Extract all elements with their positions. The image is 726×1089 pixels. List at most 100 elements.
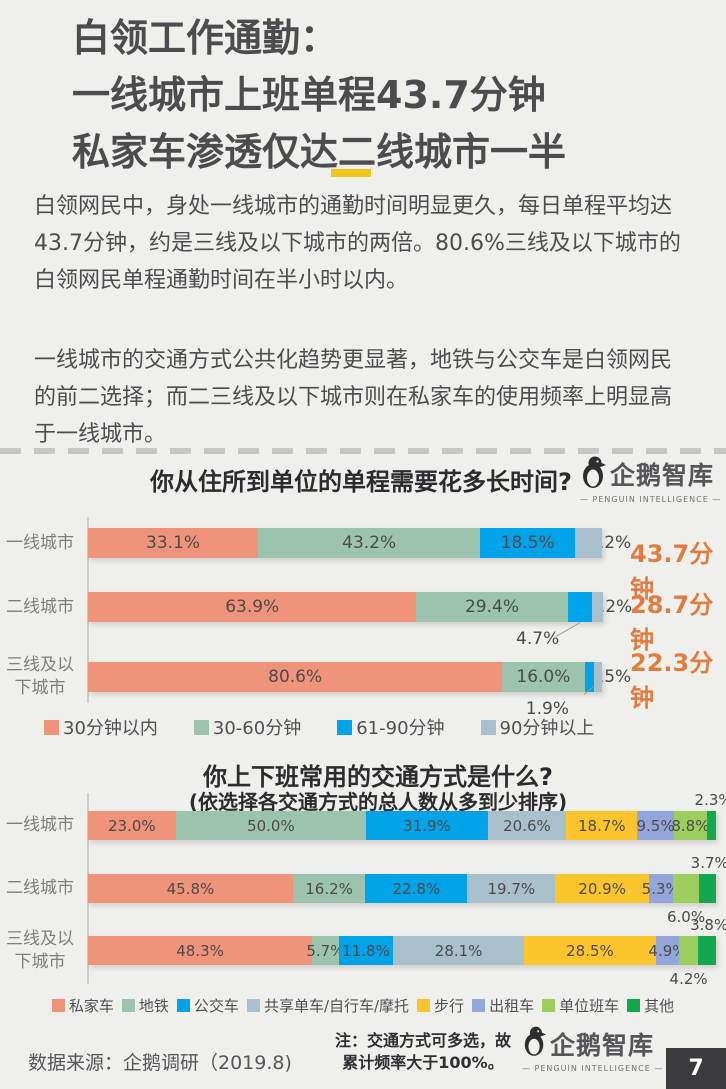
- legend-item: 出租车: [472, 995, 534, 1016]
- bar-row-label: 二线城市: [6, 596, 74, 617]
- legend-swatch: [193, 719, 209, 735]
- multi-select-note: 注：交通方式可多选，故 累计频率大于100%。: [334, 1031, 511, 1072]
- callout-line-4-7: [555, 622, 581, 637]
- stacked-bar: 48.3% 5.7% 11.8% 28.1% 28.5% 4.9%: [88, 936, 716, 965]
- bar-segment-labeled: 45.8%: [88, 874, 293, 903]
- legend-label: 90分钟以上: [499, 718, 595, 739]
- bar-segment-labeled: 22.8%: [365, 874, 468, 903]
- bar-segment: [584, 662, 595, 692]
- bar-row: 一线城市 5.2% 33.1% 43.2% 18.5%: [0, 528, 726, 558]
- stacked-bar: 33.1% 43.2% 18.5%: [88, 528, 602, 558]
- bar-row-label: 三线及以下城市: [6, 928, 74, 972]
- legend-label: 公交车: [193, 997, 239, 1015]
- intro-paragraph-2: 一线城市的交通方式公共化趋势更显著，地铁与公交车是白领网民 的前二选择；而二三线…: [34, 348, 673, 447]
- legend-swatch: [44, 719, 59, 735]
- title-accent-underline: [331, 169, 371, 177]
- stacked-bar: 45.8% 16.2% 22.8% 19.7% 20.9% 5.3%: [88, 874, 716, 903]
- legend-label: 出租车: [489, 997, 535, 1015]
- bar-row-label: 二线城市: [6, 878, 74, 898]
- bar-segment: [594, 662, 602, 692]
- bar-segment-labeled: 4.9%: [648, 936, 687, 965]
- legend-label: 步行: [434, 997, 465, 1015]
- bar-segment-labeled: 48.3%: [88, 936, 313, 965]
- bar-segment: [707, 811, 716, 840]
- bar-segment-labeled: 20.6%: [487, 811, 567, 840]
- penguin-intelligence-logo-footer: 企鹅智库 — PENGUIN INTELLIGENCE —: [522, 1026, 672, 1073]
- brand-subtitle: — PENGUIN INTELLIGENCE —: [580, 495, 722, 504]
- legend-label: 地铁: [138, 997, 169, 1015]
- bar-segment-labeled: 43.2%: [258, 528, 481, 558]
- legend-label: 61-90分钟: [356, 718, 445, 739]
- legend-item: 30分钟以内: [44, 714, 158, 740]
- bar-segment-labeled: 29.4%: [416, 592, 568, 622]
- bar-segment-labeled: 33.1%: [88, 528, 259, 558]
- page-number-badge: 7: [666, 1048, 726, 1089]
- bar-segment-labeled: 18.5%: [480, 528, 576, 558]
- bar-segment-labeled: 23.0%: [88, 811, 176, 840]
- bar-segment-labeled: 5.3%: [642, 874, 680, 903]
- bar-row: 二线城市 6.0% 3.7% 45.8% 16.2% 22.8% 19.7% 20.9% 5.3…: [0, 854, 726, 926]
- bar-row: 三线及以下城市 1.9% 1.5% 80.6% 16.0%: [0, 655, 726, 719]
- transport-mode-chart-title: 你上下班常用的交通方式是什么?: [203, 763, 553, 791]
- legend-label: 30-60分钟: [212, 718, 302, 739]
- commute-time-legend: 30分钟以内 30-60分钟 61-90分钟 90分钟以上: [44, 714, 594, 740]
- legend-swatch: [176, 999, 190, 1012]
- stacked-bar: 63.9% 29.4%: [88, 592, 603, 622]
- legend-swatch: [51, 999, 65, 1012]
- segment-outside-label: 4.7%: [516, 629, 560, 649]
- segment-outside-label: 4.2%: [669, 970, 708, 988]
- bar-segment-labeled: 11.8%: [338, 936, 394, 965]
- brand-subtitle: — PENGUIN INTELLIGENCE —: [522, 1064, 664, 1073]
- bar-segment-labeled: 20.9%: [555, 874, 649, 903]
- transport-mode-legend: 私家车 地铁 公交车 共享单车/自行车/摩托 步行 出租车 单位班车 其他: [0, 995, 726, 1016]
- legend-item: 单位班车: [542, 995, 619, 1016]
- legend-label: 私家车: [68, 997, 114, 1015]
- bar-segment-labeled: 18.7%: [566, 811, 638, 840]
- transport-mode-chart-subtitle: (依选择各交通方式的总人数从多到少排序): [188, 790, 568, 814]
- bar-segment-labeled: 8.8%: [671, 811, 709, 840]
- segment-outside-label: 6.0%: [666, 908, 706, 926]
- segment-outside-label: 2.3%: [694, 791, 726, 809]
- bar-segment: [575, 528, 602, 558]
- bar-segment-labeled: 63.9%: [88, 592, 417, 622]
- bar-segment-labeled: 28.1%: [393, 936, 524, 965]
- penguin-icon: [522, 1026, 547, 1061]
- legend-item: 步行: [417, 995, 464, 1016]
- legend-item: 共享单车/自行车/摩托: [246, 995, 409, 1016]
- legend-swatch: [472, 999, 486, 1012]
- legend-swatch: [337, 719, 353, 735]
- dashed-divider: [0, 448, 726, 454]
- bar-segment-labeled: 16.2%: [292, 874, 366, 903]
- row-minute-annotation: 22.3分钟: [630, 649, 714, 712]
- stacked-bar: 80.6% 16.0%: [88, 662, 602, 692]
- bar-segment-labeled: 28.5%: [523, 936, 657, 965]
- legend-swatch: [121, 999, 135, 1012]
- row-minute-annotation: 43.7分钟: [630, 540, 714, 603]
- bar-segment: [699, 874, 716, 903]
- legend-item: 私家车: [51, 995, 114, 1016]
- bar-segment: [567, 592, 592, 622]
- legend-swatch: [542, 999, 556, 1012]
- segment-outside-label: 3.7%: [690, 854, 726, 872]
- legend-item: 90分钟以上: [480, 714, 595, 740]
- bar-row-label: 一线城市: [6, 815, 74, 835]
- bar-row: 二线城市 4.7% 2.2% 63.9% 29.4%: [0, 592, 726, 649]
- legend-label: 30分钟以内: [63, 718, 158, 739]
- row-minute-annotation: 28.7分钟: [630, 591, 714, 654]
- penguin-icon: [580, 456, 607, 493]
- bar-row: 三线及以下城市 4.2% 3.8% 48.3% 5.7% 11.8% 28.1% 28.5% 4…: [0, 916, 726, 988]
- bar-segment-labeled: 9.5%: [637, 811, 675, 840]
- legend-swatch: [246, 999, 260, 1012]
- bar-segment-labeled: 31.9%: [366, 811, 488, 840]
- segment-outside-label: 3.8%: [690, 916, 726, 934]
- bar-segment-labeled: 19.7%: [467, 874, 556, 903]
- stacked-bar: 23.0% 50.0% 31.9% 20.6% 18.7% 9.5% 8.8%: [88, 811, 716, 840]
- legend-item: 地铁: [121, 995, 169, 1016]
- bar-row: 一线城市 2.3% 23.0%50.0%31.9%20.6%18.7%9.5%8.8…: [0, 791, 726, 840]
- penguin-intelligence-logo: 企鹅智库 — PENGUIN INTELLIGENCE —: [580, 456, 726, 504]
- bar-segment-labeled: 5.7%: [306, 936, 344, 965]
- bar-row-label: 一线城市: [6, 532, 74, 553]
- legend-swatch: [417, 999, 431, 1012]
- bar-segment-labeled: 80.6%: [88, 662, 503, 692]
